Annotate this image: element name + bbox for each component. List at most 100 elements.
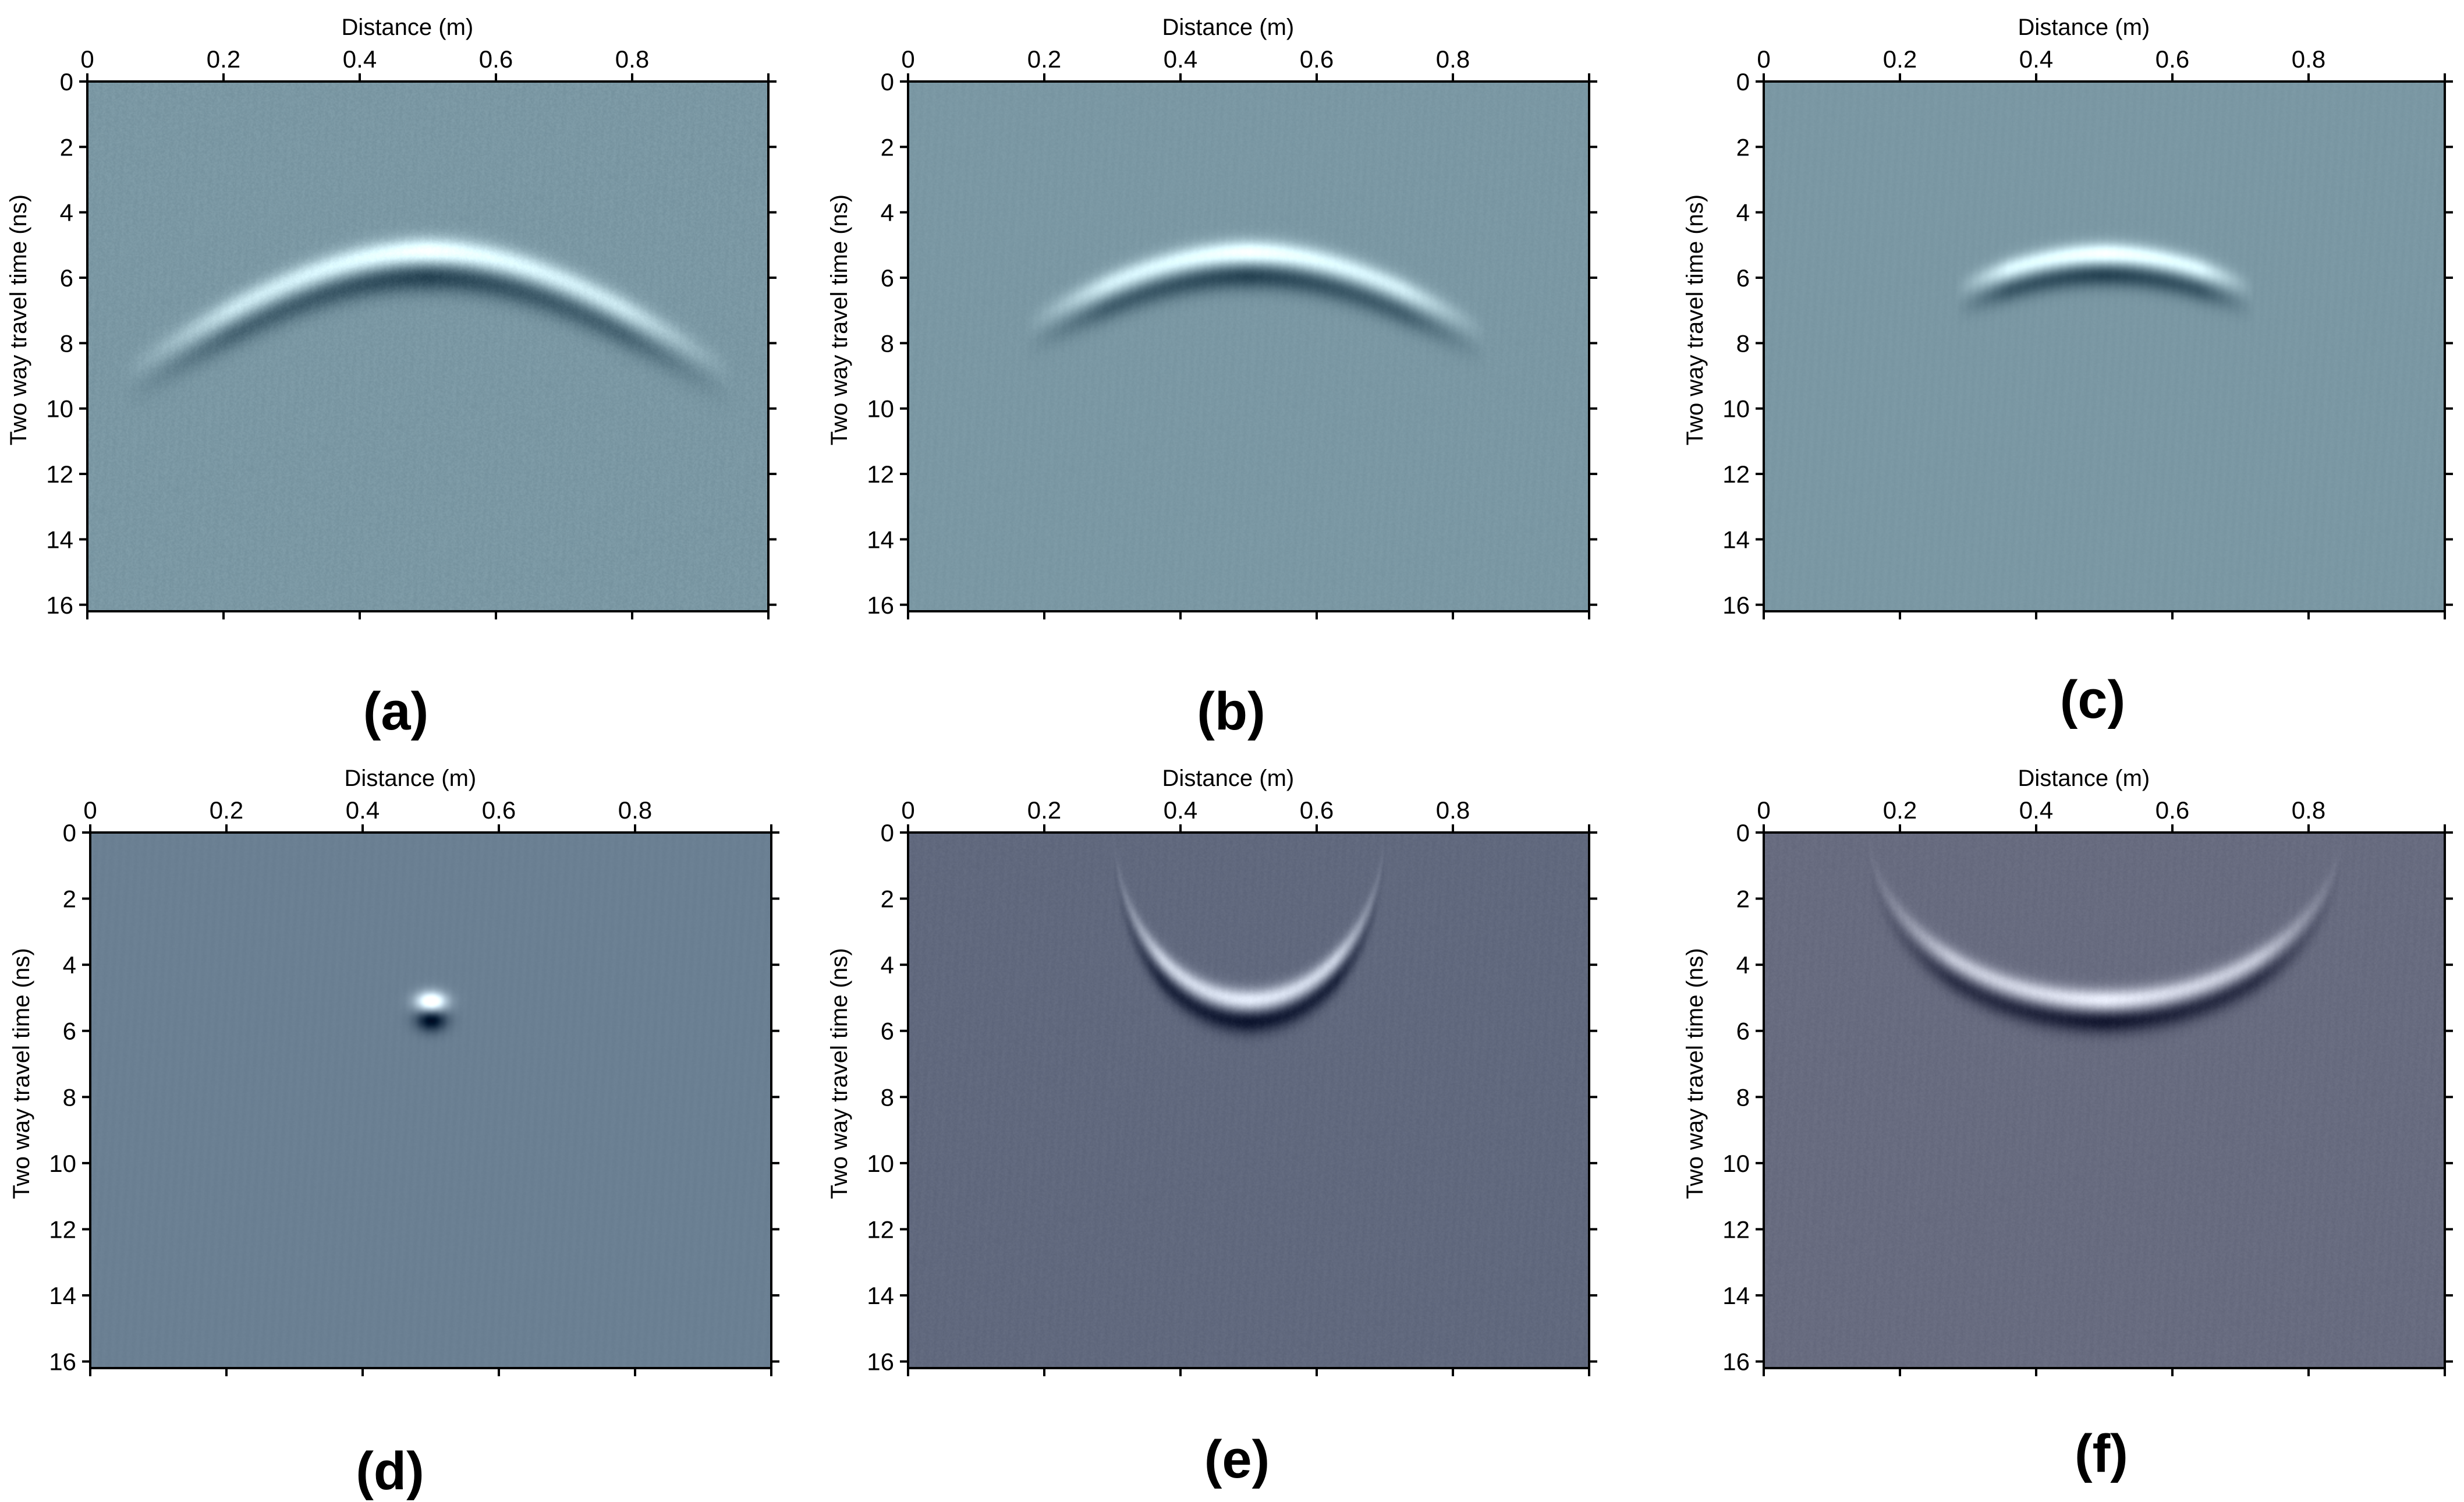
y-tick-label: 16 [1722,1348,1750,1376]
x-tick-label: 0.2 [1027,796,1061,824]
y-tick-label: 0 [60,68,73,95]
x-tick-label: 0.2 [1883,796,1917,824]
x-tick-label: 0.6 [2155,796,2189,824]
y-tick-label: 8 [881,1083,894,1111]
y-tick-label: 6 [881,1018,894,1045]
y-tick-label: 0 [881,68,894,95]
x-tick-label: 0.6 [2155,45,2189,73]
y-tick-label: 6 [60,264,73,292]
y-tick-label: 2 [881,885,894,913]
y-tick-label: 12 [1722,1216,1750,1243]
x-tick-label: 0.8 [1436,45,1470,73]
y-tick-label: 2 [1736,133,1750,161]
x-axis-title: Distance (m) [1162,15,1295,40]
radargram-image [908,82,1589,611]
x-axis-title: Distance (m) [2018,15,2150,40]
panel-label-d: (d) [356,1441,424,1501]
radargram-image [908,833,1589,1368]
panel-label-f: (f) [2075,1424,2128,1483]
x-tick-label: 0.8 [615,45,649,73]
y-axis-title: Two way travel time (ns) [1682,194,1708,445]
y-tick-label: 10 [867,1150,894,1177]
x-axis-title: Distance (m) [1162,766,1295,791]
y-tick-label: 6 [63,1018,76,1045]
y-tick-label: 6 [1736,1018,1750,1045]
radargram-image [1764,82,2445,611]
panel-a: 0 0.2 0.4 0.6 0.8 0 2 4 6 8 10 12 14 16 Distance (m) Tw… [6,15,777,619]
plot-frame [1763,831,2446,1369]
x-tick-label: 0 [80,45,94,73]
x-tick-label: 0.6 [479,45,513,73]
y-tick-label: 4 [60,199,73,226]
y-tick-label: 16 [49,1348,76,1376]
y-tick-label: 0 [881,819,894,846]
y-tick-label: 4 [63,951,76,979]
x-tick-label: 0.8 [2292,796,2325,824]
panel-c: 0 0.2 0.4 0.6 0.8 0 2 4 6 8 10 12 14 16 Distance (m) Tw… [1682,15,2453,619]
y-tick-label: 2 [60,133,73,161]
x-tick-label: 0.4 [343,45,377,73]
y-tick-label: 8 [63,1083,76,1111]
x-tick-label: 0 [1757,796,1770,824]
x-axis-title: Distance (m) [342,15,474,40]
y-tick-label: 12 [49,1216,76,1243]
x-tick-label: 0.6 [482,796,516,824]
y-tick-label: 0 [1736,819,1750,846]
y-tick-label: 4 [881,199,894,226]
radargram-image [87,82,768,611]
x-tick-label: 0.2 [1883,45,1917,73]
y-tick-label: 14 [1722,1282,1750,1309]
y-tick-label: 14 [1722,526,1750,553]
y-axis-title: Two way travel time (ns) [9,948,34,1199]
panel-label-a: (a) [363,682,429,741]
x-tick-label: 0.8 [1436,796,1470,824]
radargram-image [1764,833,2445,1368]
y-tick-label: 12 [46,460,73,488]
plot-frame [1763,80,2446,612]
y-tick-label: 8 [881,330,894,357]
y-tick-label: 10 [867,395,894,423]
y-tick-label: 8 [60,330,73,357]
panel-label-b: (b) [1197,682,1265,741]
x-tick-label: 0.4 [1164,45,1197,73]
y-tick-label: 10 [1722,1150,1750,1177]
plot-frame [86,80,770,612]
y-tick-label: 12 [867,1216,894,1243]
y-tick-label: 12 [1722,460,1750,488]
y-tick-label: 8 [1736,330,1750,357]
y-tick-label: 2 [63,885,76,913]
plot-frame [907,80,1590,612]
y-tick-label: 6 [1736,264,1750,292]
y-tick-label: 12 [867,460,894,488]
panel-label-e: (e) [1204,1430,1270,1489]
y-tick-label: 2 [1736,885,1750,913]
x-axis-title: Distance (m) [2018,766,2150,791]
panel-b: 0 0.2 0.4 0.6 0.8 0 2 4 6 8 10 12 14 16 Distance (m) Tw… [827,15,1597,619]
y-tick-label: 4 [1736,199,1750,226]
y-axis-title: Two way travel time (ns) [827,948,852,1199]
x-axis-title: Distance (m) [345,766,477,791]
y-tick-label: 10 [49,1150,76,1177]
panel-e: 0 0.2 0.4 0.6 0.8 0 2 4 6 8 10 12 14 16 Distance (m) Tw… [827,766,1597,1376]
panel-f: 0 0.2 0.4 0.6 0.8 0 2 4 6 8 10 12 14 16 Distance (m) Tw… [1682,766,2453,1376]
y-tick-label: 14 [49,1282,76,1309]
y-tick-label: 6 [881,264,894,292]
x-tick-label: 0.6 [1300,45,1334,73]
y-tick-label: 16 [46,591,73,619]
y-tick-label: 16 [867,1348,894,1376]
x-tick-label: 0 [83,796,97,824]
x-tick-label: 0.4 [2019,796,2053,824]
y-tick-label: 4 [1736,951,1750,979]
x-tick-label: 0.2 [1027,45,1061,73]
radargram-image [90,833,771,1368]
plot-frame [907,831,1590,1369]
x-tick-label: 0.4 [2019,45,2053,73]
y-tick-label: 0 [1736,68,1750,95]
y-tick-label: 4 [881,951,894,979]
y-tick-label: 2 [881,133,894,161]
y-tick-label: 14 [867,1282,894,1309]
y-tick-label: 10 [46,395,73,423]
y-tick-label: 14 [46,526,73,553]
y-tick-label: 8 [1736,1083,1750,1111]
